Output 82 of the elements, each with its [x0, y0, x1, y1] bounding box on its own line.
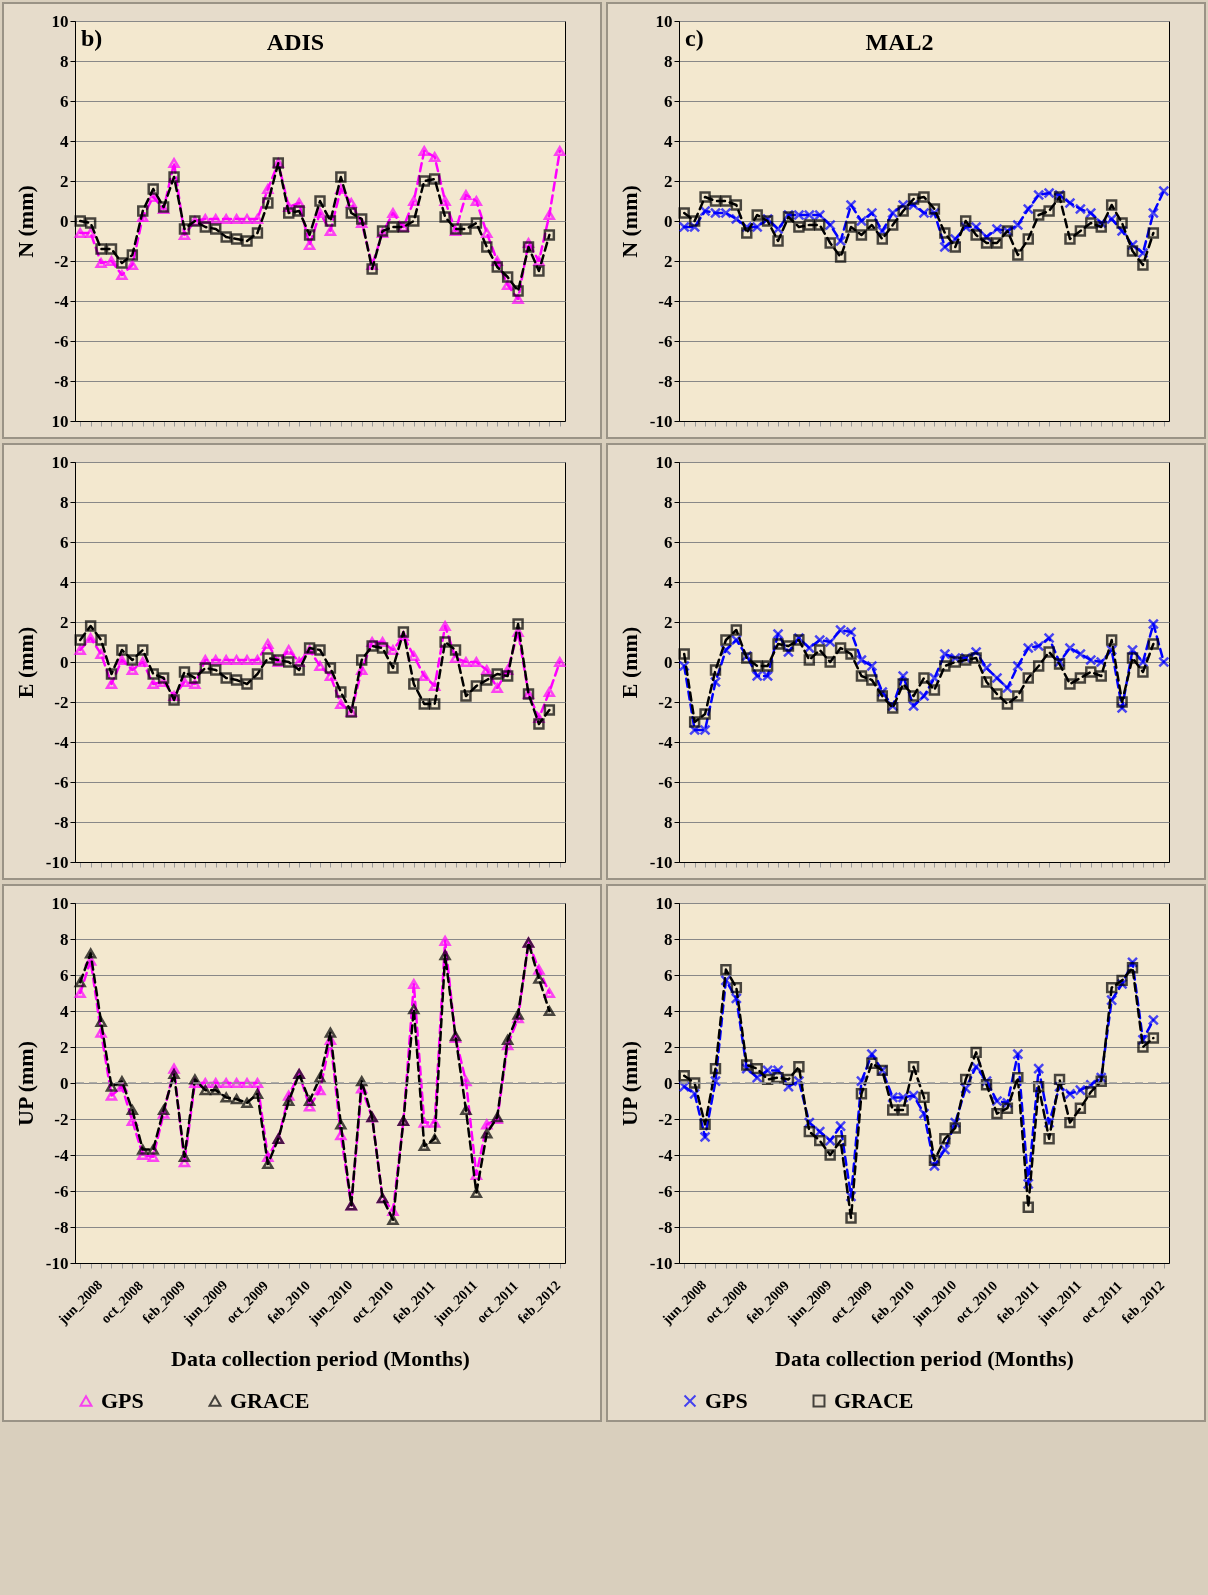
y-tick-label: -8 — [54, 1217, 69, 1237]
y-tick-label: 4 — [60, 1001, 69, 1021]
y-axis-title: UP (mm) — [616, 1041, 642, 1126]
y-tick-label: 2 — [664, 612, 673, 632]
y-tick-label: 0 — [60, 211, 69, 231]
y-tick-label: -2 — [658, 692, 673, 712]
y-axis-title: UP (mm) — [12, 1041, 38, 1126]
y-tick-label: -10 — [649, 852, 673, 872]
y-tick-label: 4 — [60, 131, 69, 151]
y-tick-label: -8 — [658, 1217, 673, 1237]
chart-title: MAL2 — [865, 29, 934, 55]
y-tick-label: 6 — [664, 965, 673, 985]
y-tick-label: -4 — [54, 1145, 69, 1165]
y-tick-label: -6 — [658, 772, 673, 792]
y-axis-title: N (mm) — [616, 185, 642, 258]
y-tick-label: 6 — [664, 532, 673, 552]
y-tick-label: 10 — [655, 893, 673, 913]
y-tick-label: 0 — [60, 1073, 69, 1093]
annotation: b) — [81, 25, 103, 51]
y-tick-label: 0 — [664, 652, 673, 672]
y-tick-label: 2 — [664, 171, 673, 191]
x-axis-title: Data collection period (Months) — [171, 1345, 470, 1371]
y-tick-label: -2 — [54, 692, 69, 712]
y-tick-label: -4 — [658, 1145, 673, 1165]
y-tick-label: 4 — [664, 572, 673, 592]
annotation: c) — [685, 25, 704, 51]
y-tick-label: 8 — [664, 492, 673, 512]
chart-title: ADIS — [266, 29, 325, 55]
y-tick-label: -6 — [658, 1181, 673, 1201]
y-tick-label: -4 — [658, 732, 673, 752]
y-tick-label: 10 — [51, 452, 69, 472]
y-tick-label: 4 — [664, 131, 673, 151]
y-tick-label: 2 — [60, 612, 69, 632]
y-tick-label: -8 — [54, 371, 69, 391]
y-tick-label: 2 — [664, 1037, 673, 1057]
y-tick-label: -6 — [54, 772, 69, 792]
y-tick-label: 6 — [60, 91, 69, 111]
y-tick-label: -10 — [45, 1253, 69, 1273]
y-tick-label: -2 — [54, 1109, 69, 1129]
y-tick-label: 8 — [664, 929, 673, 949]
y-tick-label: 10 — [655, 11, 673, 31]
y-tick-label: -2 — [54, 251, 69, 271]
y-tick-label: 10 — [655, 452, 673, 472]
y-tick-label: -6 — [54, 331, 69, 351]
y-tick-label: -4 — [658, 291, 673, 311]
y-tick-label: 2 — [664, 251, 673, 271]
y-tick-label: 8 — [60, 51, 69, 71]
legend-label: GPS — [101, 1388, 144, 1413]
y-tick-label: 4 — [60, 572, 69, 592]
y-tick-label: -4 — [54, 291, 69, 311]
y-tick-label: 2 — [60, 1037, 69, 1057]
y-tick-label: 0 — [664, 211, 673, 231]
y-tick-label: 6 — [664, 91, 673, 111]
legend-label: GRACE — [834, 1388, 914, 1413]
x-axis-title: Data collection period (Months) — [775, 1345, 1074, 1371]
y-tick-label: -6 — [54, 1181, 69, 1201]
y-axis-title: E (mm) — [616, 626, 642, 699]
legend-label: GRACE — [230, 1388, 310, 1413]
legend-label: GPS — [705, 1388, 748, 1413]
y-tick-label: -8 — [658, 371, 673, 391]
y-tick-label: 0 — [60, 652, 69, 672]
y-tick-label: -4 — [54, 732, 69, 752]
y-tick-label: -2 — [658, 1109, 673, 1129]
y-tick-label: 8 — [664, 812, 673, 832]
y-axis-title: E (mm) — [12, 626, 38, 699]
y-tick-label: 10 — [51, 893, 69, 913]
y-tick-label: -10 — [45, 852, 69, 872]
y-tick-label: -8 — [54, 812, 69, 832]
y-tick-label: 2 — [60, 171, 69, 191]
y-tick-label: 10 — [51, 11, 69, 31]
y-tick-label: 8 — [60, 492, 69, 512]
y-tick-label: -10 — [649, 1253, 673, 1273]
y-tick-label: 0 — [664, 1073, 673, 1093]
y-tick-label: 6 — [60, 965, 69, 985]
y-tick-label: -10 — [649, 411, 673, 431]
y-tick-label: 6 — [60, 532, 69, 552]
y-tick-label: 8 — [60, 929, 69, 949]
y-tick-label: 8 — [664, 51, 673, 71]
y-axis-title: N (mm) — [12, 185, 38, 258]
y-tick-label: 10 — [51, 411, 69, 431]
y-tick-label: -6 — [658, 331, 673, 351]
y-tick-label: 4 — [664, 1001, 673, 1021]
